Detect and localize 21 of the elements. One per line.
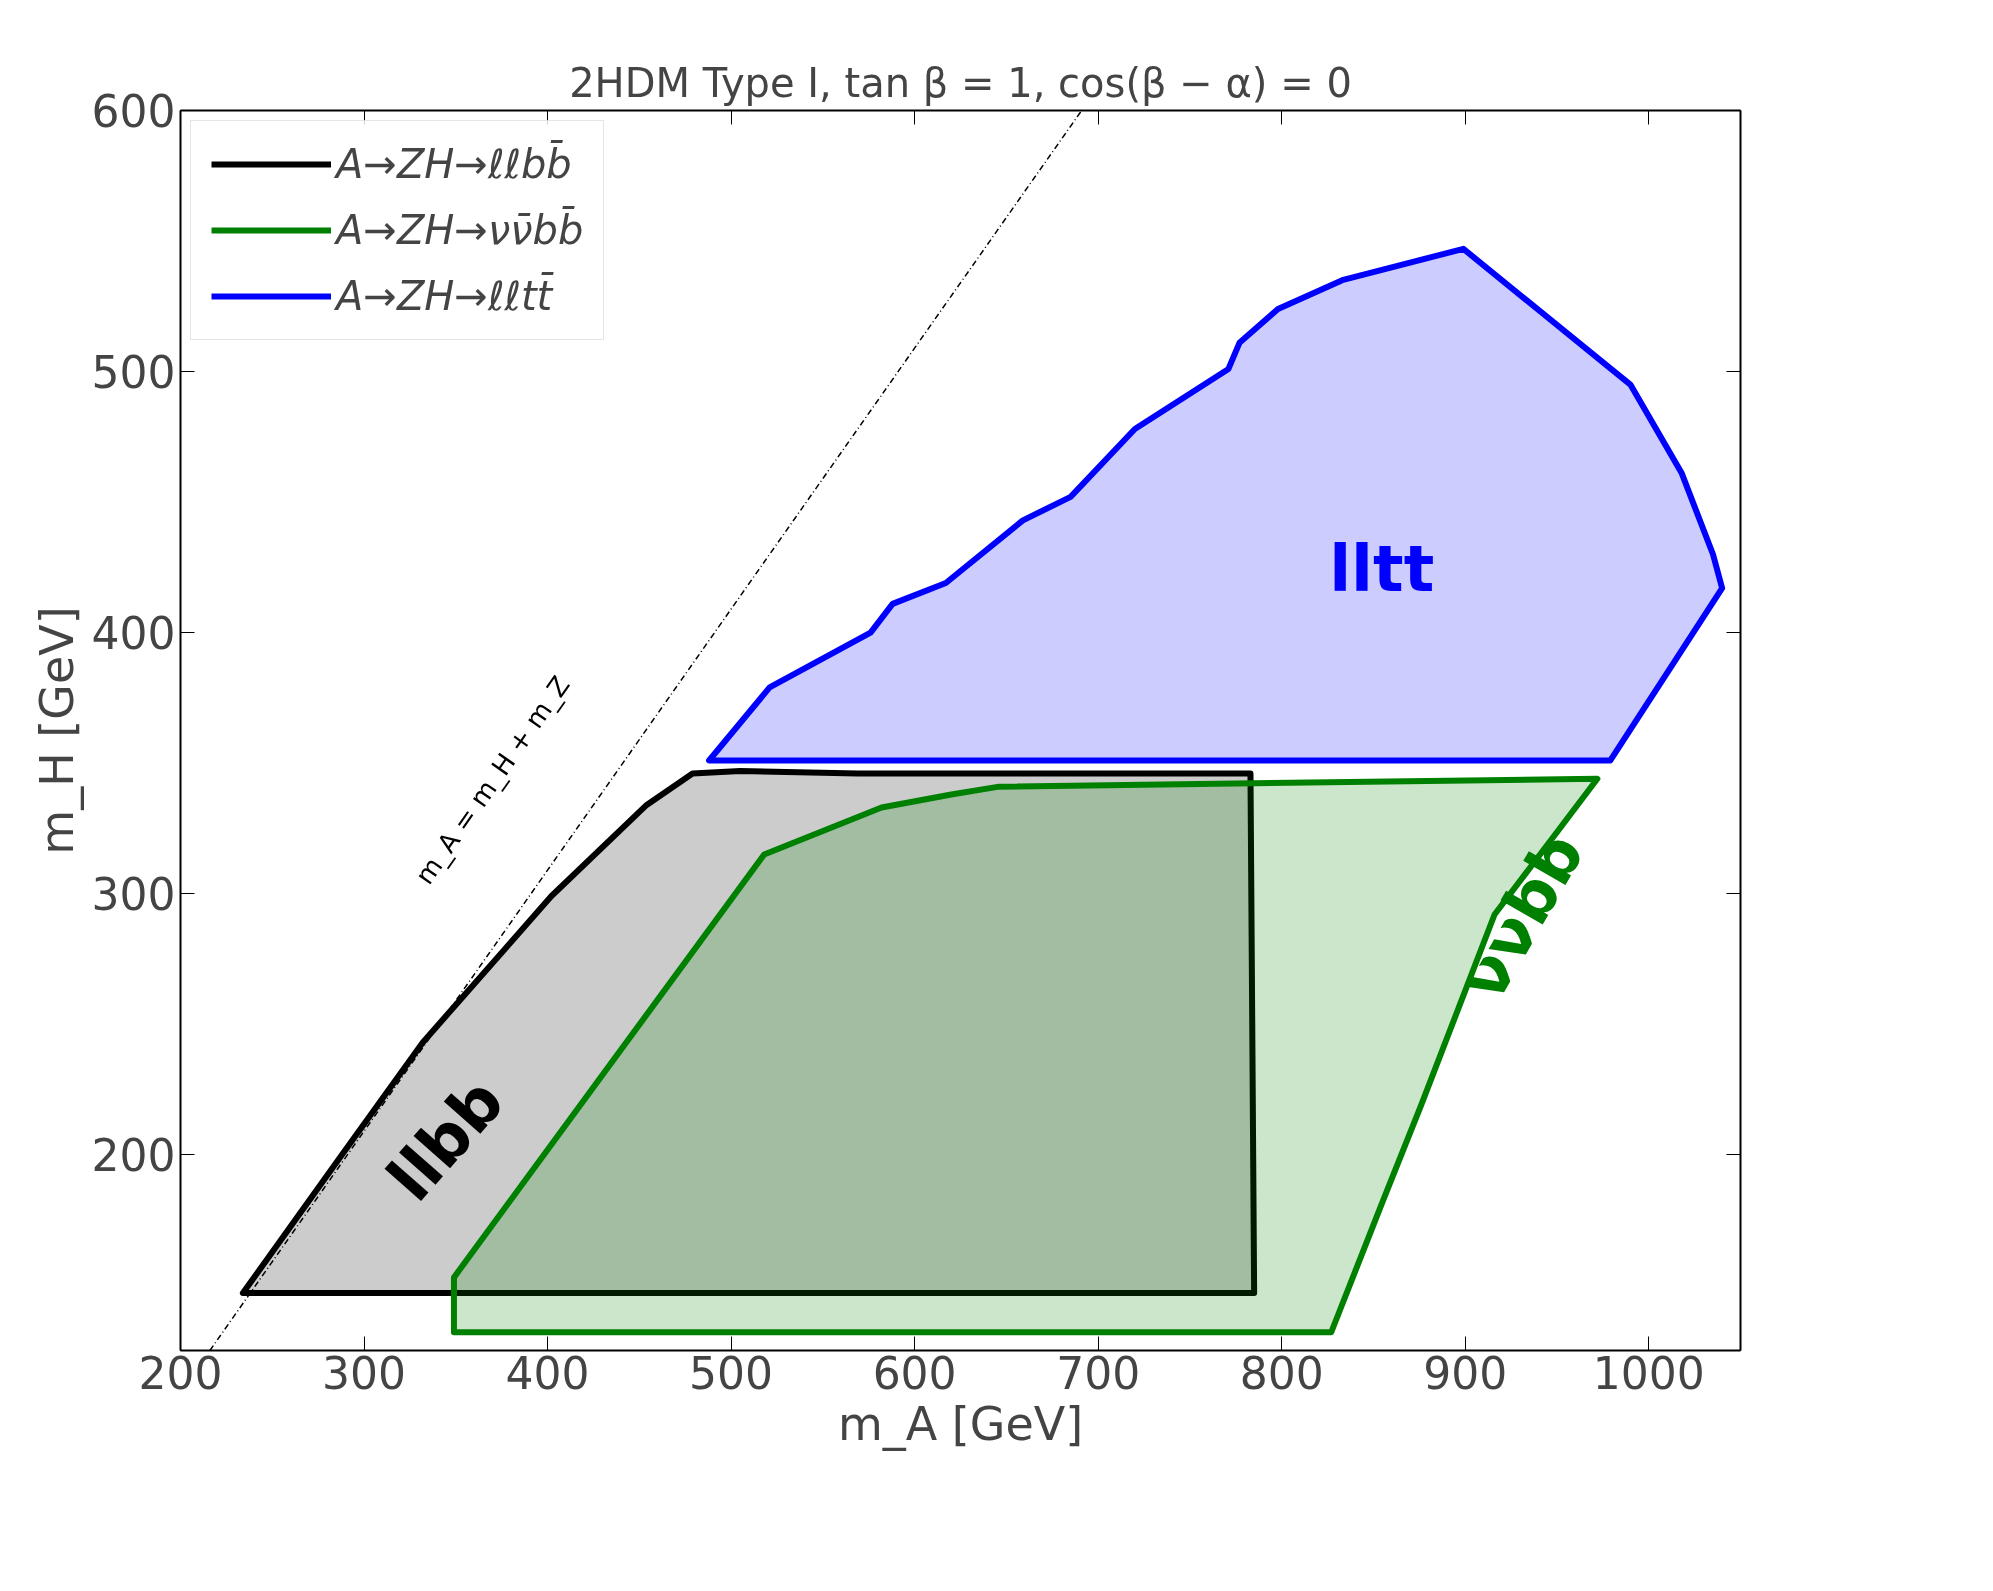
y-tick-label: 500: [91, 347, 176, 399]
y-tick-label: 400: [91, 608, 176, 660]
legend-label: A→ZH→ℓℓtt̄: [336, 273, 553, 319]
x-tick-label: 800: [1239, 1347, 1324, 1399]
x-tick-label: 400: [505, 1347, 590, 1399]
legend-label: A→ZH→νν̄bb̄: [336, 207, 584, 253]
y-tick-label: 200: [91, 1130, 176, 1182]
x-tick-label: 900: [1423, 1347, 1508, 1399]
annotation: lltt: [1329, 532, 1435, 607]
x-tick-label: 500: [689, 1347, 774, 1399]
y-tick-label: 300: [91, 869, 176, 921]
x-axis-title: m_A [GeV]: [837, 1396, 1084, 1451]
x-tick-label: 300: [322, 1347, 407, 1399]
x-tick-label: 600: [872, 1347, 957, 1399]
x-tick-label: 1000: [1592, 1347, 1705, 1399]
x-tick-label: 700: [1056, 1347, 1141, 1399]
y-tick-label: 600: [91, 86, 176, 137]
y-axis-title: m_H [GeV]: [29, 606, 84, 855]
chart-title: 2HDM Type I, tan β = 1, cos(β − α) = 0: [569, 59, 1352, 106]
x-tick-label: 200: [138, 1347, 223, 1399]
legend-label: A→ZH→ℓℓbb̄: [336, 141, 572, 187]
